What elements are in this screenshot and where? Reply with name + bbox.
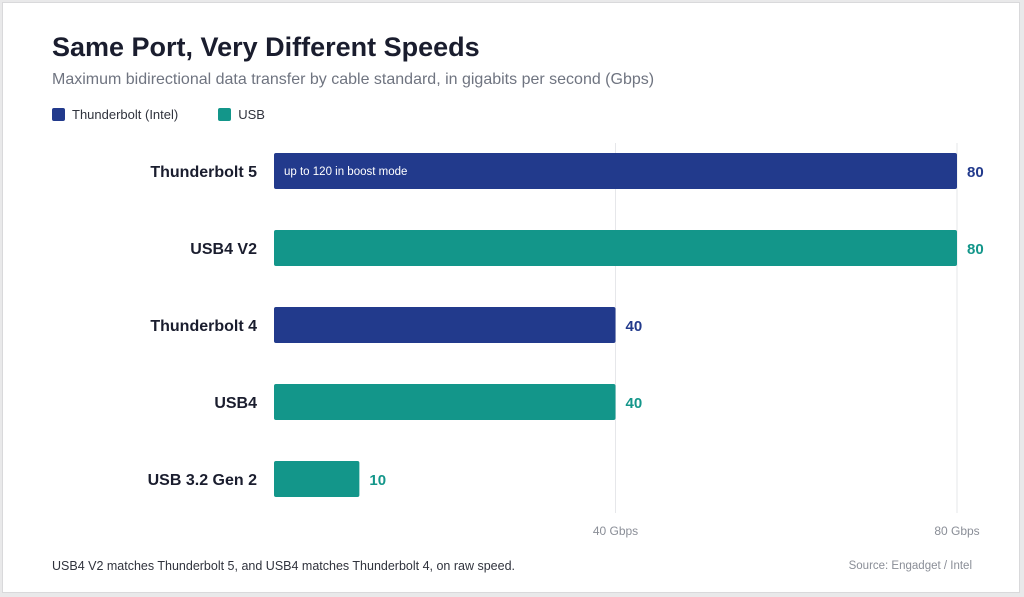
legend: Thunderbolt (Intel) USB bbox=[52, 107, 265, 122]
legend-label-usb: USB bbox=[238, 107, 265, 122]
legend-swatch-thunderbolt bbox=[52, 108, 65, 121]
data-label: 80 bbox=[967, 164, 984, 181]
legend-item-thunderbolt: Thunderbolt (Intel) bbox=[52, 107, 178, 122]
category-label: Thunderbolt 5 bbox=[150, 164, 257, 181]
category-label: USB4 V2 bbox=[190, 241, 257, 258]
bar bbox=[274, 230, 957, 266]
data-label: 80 bbox=[967, 241, 984, 258]
bar-annotation: up to 120 in boost mode bbox=[284, 166, 407, 178]
category-label: USB 3.2 Gen 2 bbox=[148, 472, 257, 489]
bar-chart: 40 Gbps 80 Gbps Thunderbolt 5 up to 120 in … bbox=[148, 143, 984, 538]
data-label: 40 bbox=[626, 395, 643, 412]
data-label: 10 bbox=[369, 472, 386, 489]
data-label: 40 bbox=[626, 318, 643, 335]
bar bbox=[274, 153, 957, 189]
source-credit: Source: Engadget / Intel bbox=[848, 560, 972, 572]
footnote: USB4 V2 matches Thunderbolt 5, and USB4 … bbox=[52, 559, 516, 573]
legend-swatch-usb bbox=[218, 108, 232, 121]
bar bbox=[274, 307, 616, 343]
bar bbox=[274, 384, 616, 420]
bar bbox=[274, 461, 360, 497]
category-label: Thunderbolt 4 bbox=[150, 318, 257, 335]
legend-item-usb: USB bbox=[218, 107, 265, 122]
chart-subtitle: Maximum bidirectional data transfer by c… bbox=[52, 71, 655, 88]
legend-label-thunderbolt: Thunderbolt (Intel) bbox=[72, 107, 179, 122]
x-tick-label: 40 Gbps bbox=[593, 524, 638, 538]
x-tick-label: 80 Gbps bbox=[934, 524, 979, 538]
category-label: USB4 bbox=[214, 395, 257, 412]
chart-title: Same Port, Very Different Speeds bbox=[52, 32, 480, 62]
